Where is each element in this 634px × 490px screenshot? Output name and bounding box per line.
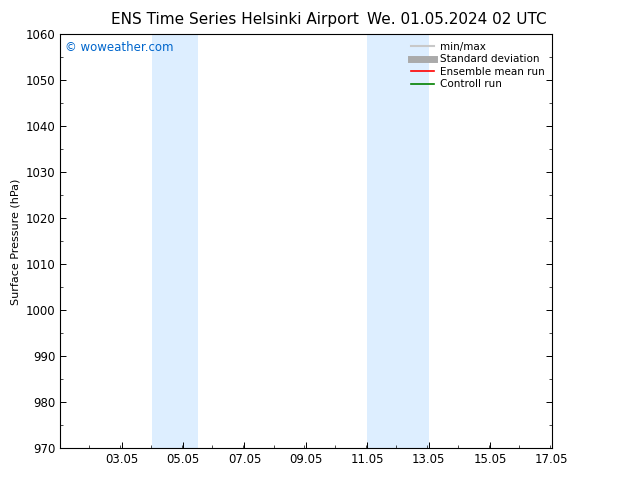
Text: We. 01.05.2024 02 UTC: We. 01.05.2024 02 UTC	[366, 12, 547, 27]
Text: ENS Time Series Helsinki Airport: ENS Time Series Helsinki Airport	[111, 12, 358, 27]
Bar	[367, 34, 429, 448]
Text: © woweather.com: © woweather.com	[65, 41, 174, 53]
Bar	[152, 34, 198, 448]
Legend: min/max, Standard deviation, Ensemble mean run, Controll run: min/max, Standard deviation, Ensemble me…	[410, 40, 547, 92]
Y-axis label: Surface Pressure (hPa): Surface Pressure (hPa)	[10, 178, 20, 304]
